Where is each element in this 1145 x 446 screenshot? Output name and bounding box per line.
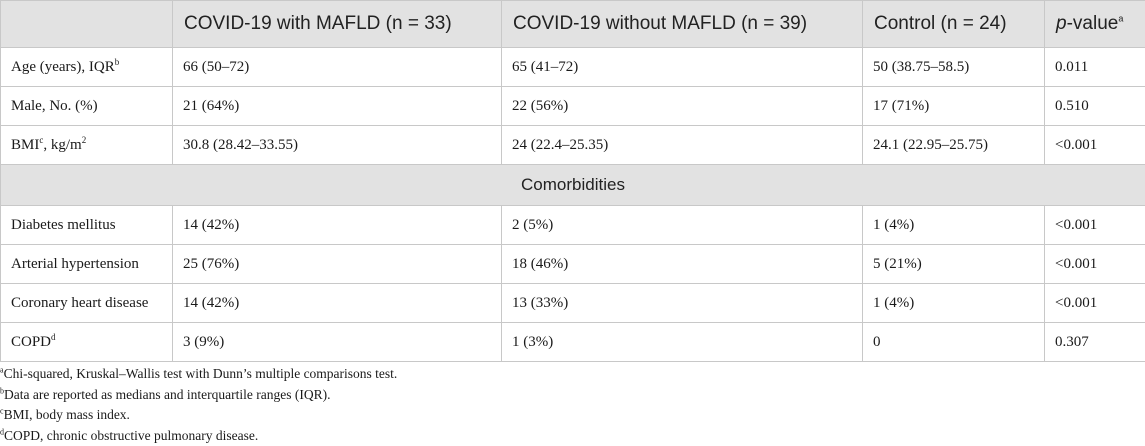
cell-covid-with-mafld: 30.8 (28.42–33.55) <box>172 125 502 165</box>
footnote-mark: b <box>0 386 4 395</box>
cell-p-value: <0.001 <box>1044 125 1145 165</box>
footnote-text: Data are reported as medians and interqu… <box>4 386 331 402</box>
row-label-text: COPD <box>11 333 52 350</box>
footnote-d: dCOPD, chronic obstructive pulmonary dis… <box>0 426 1145 446</box>
header-p-sup: a <box>1118 13 1124 24</box>
cell-control: 1 (4%) <box>862 283 1045 323</box>
cell-p-value: <0.001 <box>1044 244 1145 284</box>
cell-covid-with-mafld: 66 (50–72) <box>172 47 502 87</box>
row-label-sup: b <box>114 56 120 67</box>
cell-covid-with-mafld: 14 (42%) <box>172 205 502 245</box>
header-p-italic: p <box>1056 13 1067 34</box>
cell-control: 50 (38.75–58.5) <box>862 47 1045 87</box>
header-row: COVID-19 with MAFLD (n = 33) COVID-19 wi… <box>0 0 1145 48</box>
cell-p-value: 0.011 <box>1044 47 1145 87</box>
cell-covid-without-mafld: 13 (33%) <box>501 283 863 323</box>
table-row: Coronary heart disease 14 (42%) 13 (33%)… <box>0 283 1145 323</box>
footnote-mark: c <box>0 406 4 416</box>
row-label: Arterial hypertension <box>0 244 173 284</box>
row-label: Age (years), IQRb <box>0 47 173 87</box>
footnote-text: Chi-squared, Kruskal–Wallis test with Du… <box>3 366 398 381</box>
header-empty <box>0 0 173 48</box>
row-label: BMIc, kg/m2 <box>0 125 173 165</box>
cell-covid-with-mafld: 21 (64%) <box>172 86 502 126</box>
header-p-rest: -value <box>1066 13 1119 34</box>
table-row: Age (years), IQRb 66 (50–72) 65 (41–72) … <box>0 47 1145 87</box>
header-p-value: p-valuea <box>1044 0 1145 48</box>
footnote-text: COPD, chronic obstructive pulmonary dise… <box>4 427 259 443</box>
header-covid-with-mafld: COVID-19 with MAFLD (n = 33) <box>172 0 502 48</box>
table-row: BMIc, kg/m2 30.8 (28.42–33.55) 24 (22.4–… <box>0 125 1145 165</box>
table-row: Diabetes mellitus 14 (42%) 2 (5%) 1 (4%)… <box>0 205 1145 245</box>
row-label: Diabetes mellitus <box>0 205 173 245</box>
cell-covid-with-mafld: 3 (9%) <box>172 322 502 362</box>
row-label-sup: c <box>39 134 44 145</box>
footnote-mark: a <box>0 365 4 375</box>
row-label: Coronary heart disease <box>0 283 173 323</box>
cell-control: 0 <box>862 322 1045 362</box>
table-row: Male, No. (%) 21 (64%) 22 (56%) 17 (71%)… <box>0 86 1145 126</box>
cell-p-value: <0.001 <box>1044 205 1145 245</box>
cell-p-value: <0.001 <box>1044 283 1145 323</box>
row-label-text: BMI <box>11 136 40 153</box>
cell-covid-without-mafld: 65 (41–72) <box>501 47 863 87</box>
cell-control: 24.1 (22.95–25.75) <box>862 125 1045 165</box>
cell-covid-without-mafld: 1 (3%) <box>501 322 863 362</box>
header-covid-without-mafld: COVID-19 without MAFLD (n = 39) <box>501 0 863 48</box>
table-row: COPDd 3 (9%) 1 (3%) 0 0.307 <box>0 322 1145 362</box>
cell-covid-without-mafld: 22 (56%) <box>501 86 863 126</box>
footnote-mark: d <box>0 427 4 436</box>
row-label: Male, No. (%) <box>0 86 173 126</box>
footnote-text: BMI, body mass index. <box>3 407 130 422</box>
row-label-unit: , kg/m <box>43 136 82 153</box>
row-label-sup: d <box>51 331 56 342</box>
cell-control: 1 (4%) <box>862 205 1045 245</box>
cell-covid-with-mafld: 25 (76%) <box>172 244 502 284</box>
row-label-unit-sup: 2 <box>81 134 87 145</box>
footnote-b: bData are reported as medians and interq… <box>0 385 1145 406</box>
cell-control: 5 (21%) <box>862 244 1045 284</box>
cell-p-value: 0.510 <box>1044 86 1145 126</box>
results-table: COVID-19 with MAFLD (n = 33) COVID-19 wi… <box>0 0 1145 362</box>
header-control: Control (n = 24) <box>862 0 1045 48</box>
footnotes: aChi-squared, Kruskal–Wallis test with D… <box>0 364 1145 446</box>
cell-p-value: 0.307 <box>1044 322 1145 362</box>
footnote-c: cBMI, body mass index. <box>0 405 1145 426</box>
cell-covid-with-mafld: 14 (42%) <box>172 283 502 323</box>
table-row: Arterial hypertension 25 (76%) 18 (46%) … <box>0 244 1145 284</box>
cell-control: 17 (71%) <box>862 86 1045 126</box>
cell-covid-without-mafld: 18 (46%) <box>501 244 863 284</box>
row-label-text: Age (years), IQR <box>11 58 115 75</box>
section-row: Comorbidities <box>0 164 1145 206</box>
cell-covid-without-mafld: 2 (5%) <box>501 205 863 245</box>
footnote-a: aChi-squared, Kruskal–Wallis test with D… <box>0 364 1145 385</box>
row-label: COPDd <box>0 322 173 362</box>
cell-covid-without-mafld: 24 (22.4–25.35) <box>501 125 863 165</box>
section-label-comorbidities: Comorbidities <box>0 164 1145 206</box>
